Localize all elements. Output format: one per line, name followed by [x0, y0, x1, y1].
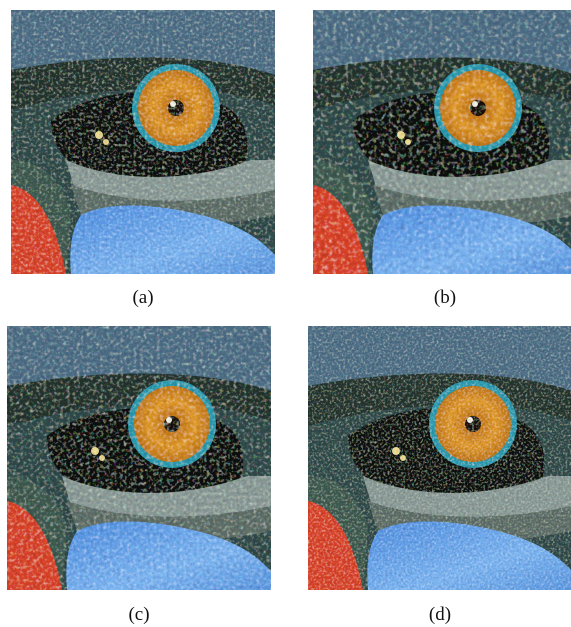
- mandrill-eye-closeup-c: [7, 326, 271, 590]
- caption-d: (d): [428, 604, 452, 625]
- caption-a: (a): [132, 287, 154, 308]
- eye-image-c: [7, 326, 271, 590]
- eye-image-a: [11, 10, 275, 274]
- eye-image-d: [308, 326, 571, 590]
- caption-c: (c): [128, 604, 150, 625]
- mandrill-eye-closeup-a: [11, 10, 275, 274]
- caption-b: (b): [433, 287, 457, 308]
- mandrill-eye-closeup-b: [313, 10, 571, 274]
- eye-image-b: [313, 10, 571, 274]
- mandrill-eye-closeup-d: [308, 326, 571, 590]
